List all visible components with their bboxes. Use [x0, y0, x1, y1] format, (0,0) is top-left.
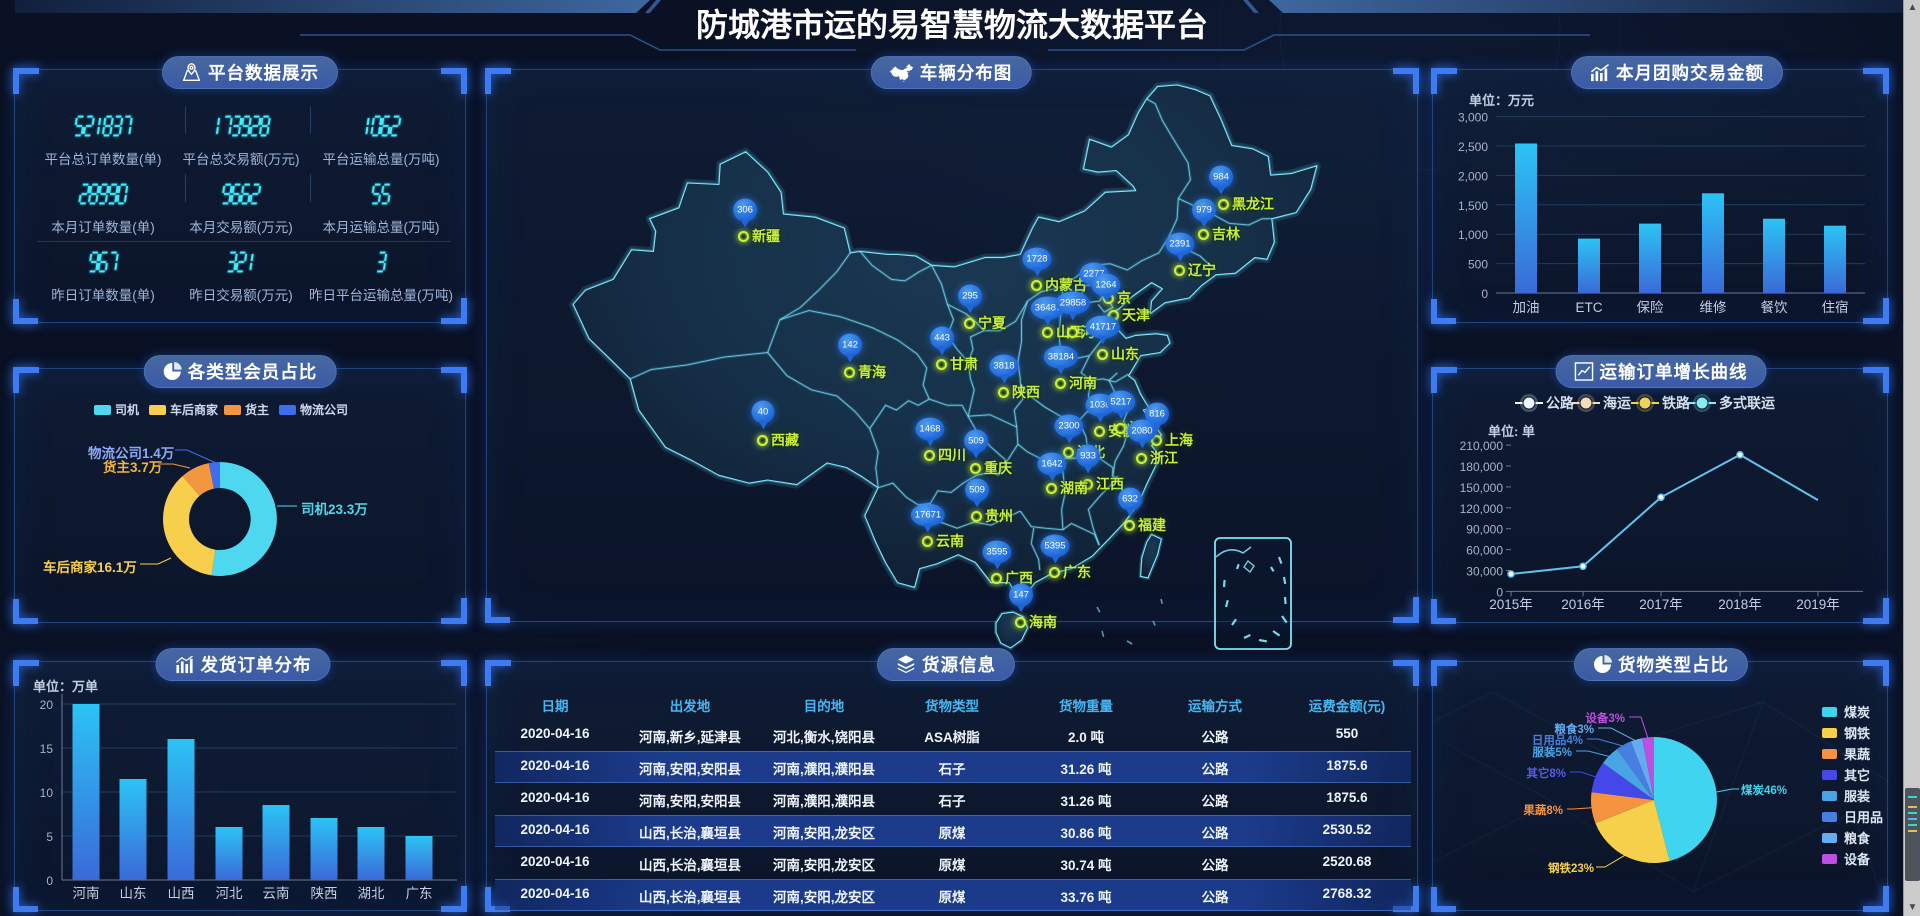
svg-text:保险: 保险	[1637, 300, 1665, 315]
svg-text:3,000: 3,000	[1458, 111, 1488, 125]
svg-text:0: 0	[1496, 585, 1503, 599]
svg-text:维修: 维修	[1700, 300, 1728, 315]
svg-text:20: 20	[40, 698, 54, 712]
svg-text:粮食: 粮食	[1844, 831, 1871, 846]
svg-text:山西: 山西	[168, 886, 195, 901]
svg-text:河南: 河南	[73, 886, 100, 901]
svg-text:15: 15	[40, 742, 54, 756]
svg-text:铁路: 铁路	[1662, 395, 1691, 411]
svg-text:2016年: 2016年	[1561, 597, 1605, 612]
svg-text:云南: 云南	[263, 886, 290, 901]
svg-text:湖北: 湖北	[358, 886, 385, 901]
svg-text:加油: 加油	[1513, 300, 1540, 315]
svg-text:餐饮: 餐饮	[1761, 300, 1789, 315]
svg-text:2015年: 2015年	[1489, 597, 1533, 612]
svg-text:陕西: 陕西	[311, 886, 338, 901]
svg-text:150,000: 150,000	[1460, 481, 1504, 495]
svg-text:公路: 公路	[1546, 395, 1575, 411]
svg-text:2018年: 2018年	[1718, 597, 1762, 612]
svg-text:设备: 设备	[1844, 852, 1871, 867]
svg-text:服装: 服装	[1844, 789, 1870, 804]
svg-text:其它: 其它	[1844, 768, 1870, 783]
svg-text:1,000: 1,000	[1458, 228, 1488, 242]
svg-text:煤炭: 煤炭	[1844, 705, 1870, 720]
svg-text:0: 0	[1481, 287, 1488, 301]
svg-text:180,000: 180,000	[1460, 460, 1504, 474]
svg-text:钢铁: 钢铁	[1844, 726, 1870, 741]
svg-text:果蔬: 果蔬	[1843, 747, 1870, 762]
svg-text:河北: 河北	[216, 886, 243, 901]
svg-text:1,500: 1,500	[1458, 199, 1488, 213]
svg-text:2017年: 2017年	[1639, 597, 1683, 612]
svg-text:海运: 海运	[1603, 395, 1631, 411]
svg-text:2,000: 2,000	[1458, 169, 1488, 183]
svg-text:广东: 广东	[406, 886, 433, 901]
svg-text:30,000: 30,000	[1466, 565, 1503, 579]
svg-text:0: 0	[46, 874, 53, 888]
svg-text:ETC: ETC	[1576, 300, 1603, 315]
svg-text:日用品: 日用品	[1844, 810, 1883, 825]
svg-text:山东: 山东	[120, 886, 147, 901]
svg-text:120,000: 120,000	[1460, 502, 1504, 516]
svg-text:2019年: 2019年	[1796, 597, 1840, 612]
svg-text:多式联运: 多式联运	[1719, 395, 1775, 411]
svg-text:500: 500	[1468, 258, 1488, 272]
svg-text:90,000: 90,000	[1466, 523, 1503, 537]
svg-text:5: 5	[46, 830, 53, 844]
svg-text:住宿: 住宿	[1822, 299, 1849, 315]
svg-text:10: 10	[40, 786, 54, 800]
svg-text:210,000: 210,000	[1460, 439, 1504, 453]
svg-text:60,000: 60,000	[1466, 544, 1503, 558]
svg-text:2,500: 2,500	[1458, 140, 1488, 154]
